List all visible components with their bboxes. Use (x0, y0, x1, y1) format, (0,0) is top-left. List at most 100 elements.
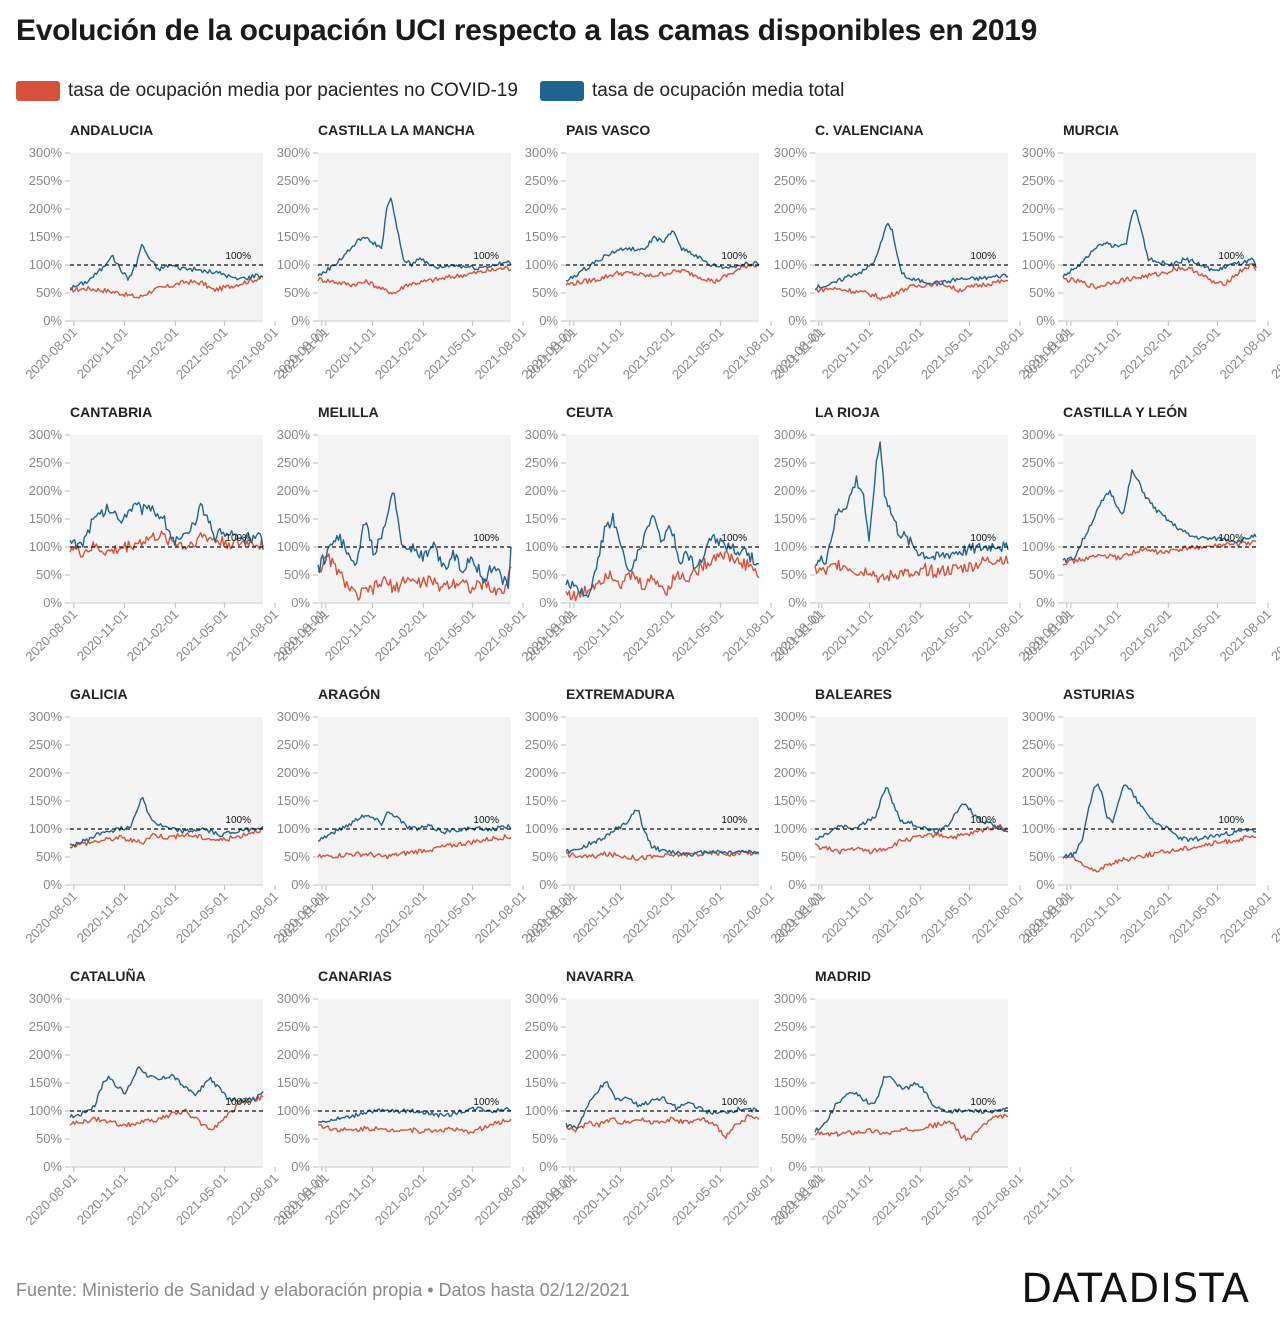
series-line-total (69, 796, 264, 847)
x-tick-label: 2021-05-01 (421, 1171, 479, 1229)
x-tick-label: 2021-05-01 (918, 325, 976, 383)
panel-title: CEUTA (566, 404, 613, 420)
series-line-noncovid (317, 553, 512, 601)
y-tick-label: 0% (291, 1159, 310, 1174)
panel-asturias: ASTURIAS0%50%100%150%200%250%300%2020-08… (1015, 686, 1280, 946)
y-tick-label: 100% (774, 539, 808, 554)
x-tick-label: 2020-08-01 (767, 1171, 825, 1229)
panel-c-valenciana: C. VALENCIANA 0% 50% 100% 150% 200% 250% 300% 20… (767, 122, 1077, 382)
y-tick-label: 150% (774, 229, 808, 244)
panel-title: ARAGÓN (318, 685, 380, 702)
x-tick-label: 2020-11-01 (1067, 325, 1124, 382)
legend-label-total: tasa de ocupación media total (591, 80, 845, 101)
x-tick-label: 2020-08-01 (22, 889, 80, 947)
y-tick-label: 150% (525, 229, 559, 244)
series-line-noncovid (814, 555, 1009, 584)
y-tick-label: 100% (525, 821, 559, 836)
y-tick-label: 100% (29, 539, 63, 554)
panel-melilla: MELILLA0%50%100%150%200%250%300%2020-08-… (270, 404, 580, 664)
y-tick-label: 200% (1022, 765, 1056, 780)
legend-item-total: tasa de ocupación media total (539, 80, 845, 102)
y-tick-label: 0% (788, 877, 807, 892)
y-tick-label: 100% (525, 539, 559, 554)
y-tick-label: 300% (774, 427, 808, 442)
panel-title: BALEARES (815, 686, 892, 702)
y-tick-label: 200% (277, 201, 311, 216)
y-tick-label: 250% (29, 173, 63, 188)
series-line-total (69, 501, 264, 550)
y-tick-label: 0% (539, 1159, 558, 1174)
y-tick-label: 200% (774, 1047, 808, 1062)
chart-title: Evolución de la ocupación UCI respecto a… (16, 14, 1038, 47)
panel-castilla-la-mancha: CASTILLA LA MANCHA 0% 50% 100% 150% 200% 250% 3… (270, 122, 580, 382)
y-tick-label: 300% (277, 709, 311, 724)
y-tick-label: 200% (774, 483, 808, 498)
panel-background (1063, 153, 1256, 321)
x-tick-label: 2021-02-01 (620, 1171, 678, 1229)
y-tick-label: 50% (1029, 849, 1055, 864)
legend-label-noncovid: tasa de ocupación media por pacientes no… (68, 80, 518, 101)
y-tick-label: 0% (1036, 595, 1055, 610)
reference-line-label: 100% (970, 815, 996, 826)
y-tick-label: 150% (277, 511, 311, 526)
x-tick-label: 2020-11-01 (570, 607, 627, 664)
panel-background (70, 999, 263, 1167)
reference-line-label: 100% (970, 533, 996, 544)
y-tick-label: 250% (774, 455, 808, 470)
y-tick-label: 50% (36, 285, 62, 300)
panel-background (566, 999, 759, 1167)
x-tick-label: 2020-11-01 (74, 607, 131, 664)
y-tick-label: 0% (291, 877, 310, 892)
y-tick-label: 250% (277, 1019, 311, 1034)
x-tick-label: 2021-05-01 (918, 607, 976, 665)
reference-line-label: 100% (1218, 815, 1244, 826)
series-line-total (565, 809, 760, 857)
y-tick-label: 300% (1022, 427, 1056, 442)
y-tick-label: 100% (277, 1103, 311, 1118)
x-tick-label: 2021-05-01 (1166, 325, 1224, 383)
reference-line-label: 100% (225, 533, 251, 544)
reference-line-label: 100% (473, 533, 499, 544)
y-tick-label: 200% (525, 765, 559, 780)
series-line-noncovid (814, 1113, 1009, 1142)
x-tick-label: 2020-08-01 (22, 1171, 80, 1229)
x-tick-label: 2021-02-01 (124, 1171, 182, 1229)
source-note: Fuente: Ministerio de Sanidad y elaborac… (16, 1280, 630, 1300)
y-tick-label: 150% (1022, 793, 1056, 808)
y-tick-label: 50% (284, 285, 310, 300)
panel-title: LA RIOJA (815, 404, 880, 420)
x-tick-label: 2021-05-01 (918, 889, 976, 947)
y-tick-label: 250% (277, 737, 311, 752)
series-line-noncovid (317, 1118, 512, 1135)
y-tick-label: 200% (29, 765, 63, 780)
y-tick-label: 0% (1036, 313, 1055, 328)
x-tick-label: 2020-11-01 (819, 325, 876, 382)
panel-background (815, 153, 1008, 321)
y-tick-label: 150% (525, 511, 559, 526)
series-line-total (1062, 209, 1257, 278)
series-line-total (565, 1081, 760, 1130)
series-line-noncovid (69, 274, 264, 299)
series-line-noncovid (1062, 262, 1257, 290)
panel-background (318, 153, 511, 321)
x-tick-label: 2021-02-01 (124, 607, 182, 665)
reference-line-label: 100% (1218, 251, 1244, 262)
panel-ceuta: CEUTA 0% 50% 100% 150% 200% 250% 300% 2020-08-01… (518, 404, 828, 664)
panel-title: MELILLA (318, 404, 379, 420)
y-tick-label: 50% (781, 567, 807, 582)
series-line-noncovid (565, 550, 760, 602)
y-tick-label: 300% (277, 427, 311, 442)
panel-cataluña: CATALUÑA 0% 50% 100% 150% 200% 250% 300% 2020-08… (22, 967, 332, 1228)
panel-background (70, 435, 263, 603)
y-tick-label: 50% (36, 849, 62, 864)
reference-line-label: 100% (225, 815, 251, 826)
y-tick-label: 100% (277, 257, 311, 272)
series-line-total (317, 811, 512, 843)
series-line-total (69, 243, 264, 291)
y-tick-label: 250% (774, 173, 808, 188)
y-tick-label: 200% (774, 765, 808, 780)
y-tick-label: 300% (29, 145, 63, 160)
y-tick-label: 100% (774, 1103, 808, 1118)
series-line-noncovid (814, 823, 1009, 855)
x-tick-label: 2020-08-01 (767, 889, 825, 947)
